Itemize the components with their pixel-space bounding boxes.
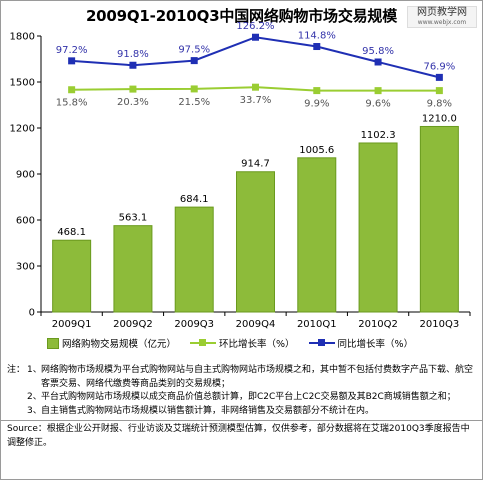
watermark-logo: 网页教学网 www.webjx.com xyxy=(407,6,477,28)
bar-value-label: 468.1 xyxy=(57,227,86,238)
y-tick-label: 900 xyxy=(16,170,35,181)
note-row-1: 注： 1、 网络购物市场规模为平台式购物网站与自主式购物网站市场规模之和，其中暂… xyxy=(7,364,477,391)
bar-value-label: 1210.0 xyxy=(422,113,457,124)
yoy-marker xyxy=(252,33,259,41)
x-tick-label: 2009Q4 xyxy=(236,319,276,330)
note-row-3: 3、 自主销售式购物网站市场规模以销售额计算，非网络销售及交易额部分不统计在内。 xyxy=(7,405,477,419)
note-text: 平台式购物网站市场规模以成交商品价值总额计算，即C2C平台上C2C交易额及其B2… xyxy=(41,392,456,402)
bar xyxy=(174,206,214,313)
y-tick-label: 300 xyxy=(16,262,35,273)
yoy-marker xyxy=(129,61,137,69)
chart-plot: 0 300 600 900 1200 1500 1800 2009Q1 2009Q2 2009Q3… xyxy=(10,21,471,330)
y-tick-label: 0 xyxy=(29,308,35,319)
qoq-value-label: 21.5% xyxy=(178,97,210,108)
x-tick-label: 2009Q3 xyxy=(174,319,214,330)
legend-qoq-label: 环比增长率（%） xyxy=(219,339,295,350)
legend-bar-label: 网络购物交易规模（亿元） xyxy=(62,339,177,350)
yoy-value-label: 114.8% xyxy=(298,31,336,42)
note-number: 3、 xyxy=(27,405,42,416)
legend-qoq-swatch xyxy=(190,338,217,348)
yoy-value-label: 95.8% xyxy=(362,46,394,57)
bar xyxy=(419,125,459,313)
y-tick-label: 1200 xyxy=(10,124,35,135)
bar-value-label: 1102.3 xyxy=(361,130,396,141)
qoq-marker xyxy=(129,85,137,93)
legend-yoy-label: 同比增长率（%） xyxy=(337,339,414,350)
y-tick-label: 600 xyxy=(16,216,35,227)
notes-section: 注： 1、 网络购物市场规模为平台式购物网站与自主式购物网站市场规模之和，其中暂… xyxy=(7,364,477,418)
bar-value-label: 563.1 xyxy=(119,213,148,224)
legend-yoy-swatch xyxy=(308,338,335,348)
legend-item-yoy: 同比增长率（%） xyxy=(308,336,414,350)
note-text: 自主销售式购物网站市场规模以销售额计算，非网络销售及交易额部分不统计在内。 xyxy=(41,405,375,416)
watermark-url: www.webjx.com xyxy=(417,19,467,26)
x-tick-label: 2009Q2 xyxy=(113,319,153,330)
yoy-value-label: 97.5% xyxy=(178,45,210,56)
qoq-marker xyxy=(252,83,259,91)
legend-bar-swatch xyxy=(47,337,59,349)
qoq-marker xyxy=(435,87,443,95)
yoy-marker xyxy=(435,73,443,81)
yoy-value-label: 91.8% xyxy=(117,49,149,60)
notes-head: 注： xyxy=(7,365,26,375)
y-tick-label: 1800 xyxy=(10,32,35,43)
yoy-value-label: 97.2% xyxy=(56,45,88,56)
bar-value-label: 684.1 xyxy=(180,194,209,205)
yoy-value-label: 126.2% xyxy=(236,21,274,32)
x-tick-label: 2010Q3 xyxy=(420,319,460,330)
chart-legend: 网络购物交易规模（亿元） 环比增长率（%） 同比增长率（%） xyxy=(47,336,467,350)
qoq-value-label: 20.3% xyxy=(117,97,149,108)
watermark-text: 网页教学网 xyxy=(417,7,467,18)
qoq-value-label: 33.7% xyxy=(240,95,272,106)
x-tick-label: 2009Q1 xyxy=(52,319,92,330)
bar xyxy=(236,171,275,313)
qoq-value-label: 15.8% xyxy=(56,98,88,109)
bar-value-label: 914.7 xyxy=(241,159,270,170)
yoy-marker xyxy=(374,58,382,66)
yoy-value-label: 76.9% xyxy=(423,61,455,72)
legend-item-qoq: 环比增长率（%） xyxy=(190,336,295,350)
bar-value-label: 1005.6 xyxy=(299,145,334,156)
qoq-value-label: 9.8% xyxy=(427,99,452,110)
yoy-marker xyxy=(313,43,321,51)
qoq-marker xyxy=(374,87,382,95)
qoq-marker xyxy=(68,86,76,94)
bar xyxy=(297,157,337,313)
source-divider xyxy=(0,420,483,421)
yoy-marker xyxy=(190,57,198,65)
bar xyxy=(358,142,398,313)
note-number: 1、 xyxy=(27,365,42,375)
yoy-marker xyxy=(68,57,76,65)
note-row-2: 2、 平台式购物网站市场规模以成交商品价值总额计算，即C2C平台上C2C交易额及… xyxy=(7,391,477,405)
x-tick-label: 2010Q2 xyxy=(358,319,398,330)
bar xyxy=(113,225,153,313)
bar xyxy=(52,239,92,313)
chart-title: 2009Q1-2010Q3中国网络购物市场交易规模 xyxy=(85,7,398,25)
qoq-value-label: 9.6% xyxy=(365,99,390,110)
note-text: 网络购物市场规模为平台式购物网站与自主式购物网站市场规模之和，其中暂不包括付费数… xyxy=(41,365,474,389)
qoq-marker xyxy=(313,87,321,95)
qoq-value-label: 9.9% xyxy=(304,99,329,110)
note-number: 2、 xyxy=(27,392,42,402)
qoq-marker xyxy=(190,85,198,93)
legend-item-bar: 网络购物交易规模（亿元） xyxy=(47,336,176,350)
y-tick-label: 1500 xyxy=(10,78,35,89)
source-note: Source：根据企业公开财报、行业访谈及艾瑞统计预测模型估算，仅供参考，部分数… xyxy=(7,424,470,448)
x-tick-label: 2010Q1 xyxy=(297,319,337,330)
